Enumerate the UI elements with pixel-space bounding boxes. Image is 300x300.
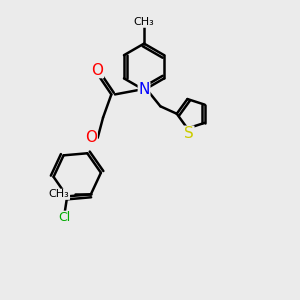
Text: O: O [85,130,97,145]
Text: Cl: Cl [59,211,71,224]
Text: S: S [184,126,194,141]
Text: CH₃: CH₃ [134,17,154,27]
Text: N: N [138,82,150,98]
Text: CH₃: CH₃ [49,189,70,199]
Text: O: O [92,62,104,77]
